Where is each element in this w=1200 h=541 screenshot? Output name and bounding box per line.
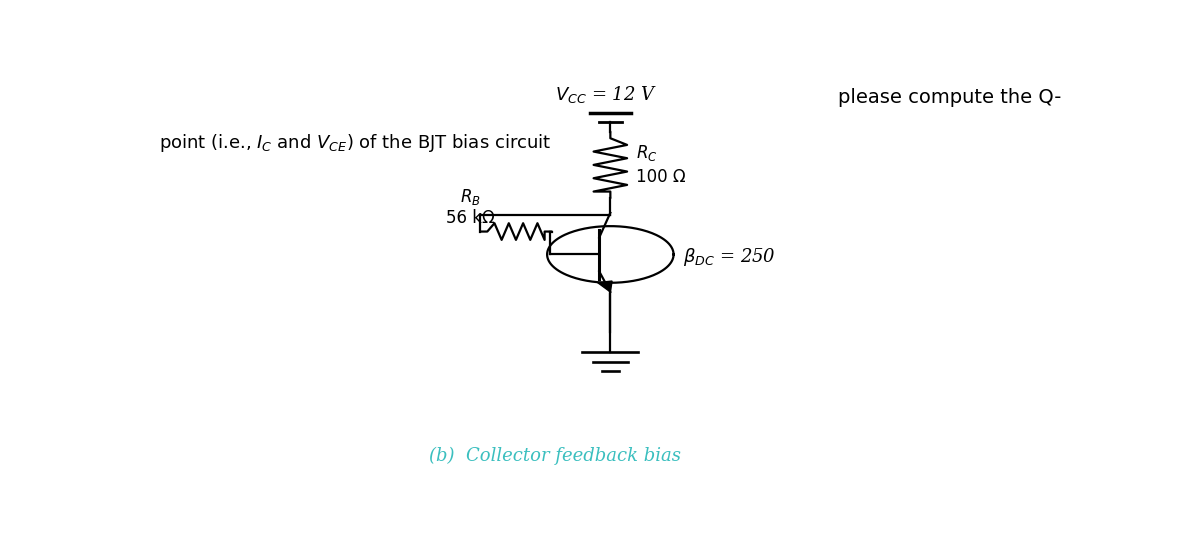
Polygon shape	[598, 281, 612, 292]
Text: 100 Ω: 100 Ω	[636, 168, 686, 186]
Text: please compute the Q-: please compute the Q-	[838, 88, 1062, 107]
Text: 56 kΩ: 56 kΩ	[446, 208, 496, 227]
Text: $R_B$: $R_B$	[461, 187, 481, 207]
Text: (b)  Collector feedback bias: (b) Collector feedback bias	[428, 446, 680, 465]
Text: $\beta_{DC}$ = 250: $\beta_{DC}$ = 250	[683, 246, 775, 268]
Text: $R_C$: $R_C$	[636, 143, 658, 163]
Text: $V_{CC}$ = 12 V: $V_{CC}$ = 12 V	[554, 84, 656, 105]
Text: point (i.e., $I_C$ and $V_{CE}$) of the BJT bias circuit: point (i.e., $I_C$ and $V_{CE}$) of the …	[160, 131, 552, 154]
